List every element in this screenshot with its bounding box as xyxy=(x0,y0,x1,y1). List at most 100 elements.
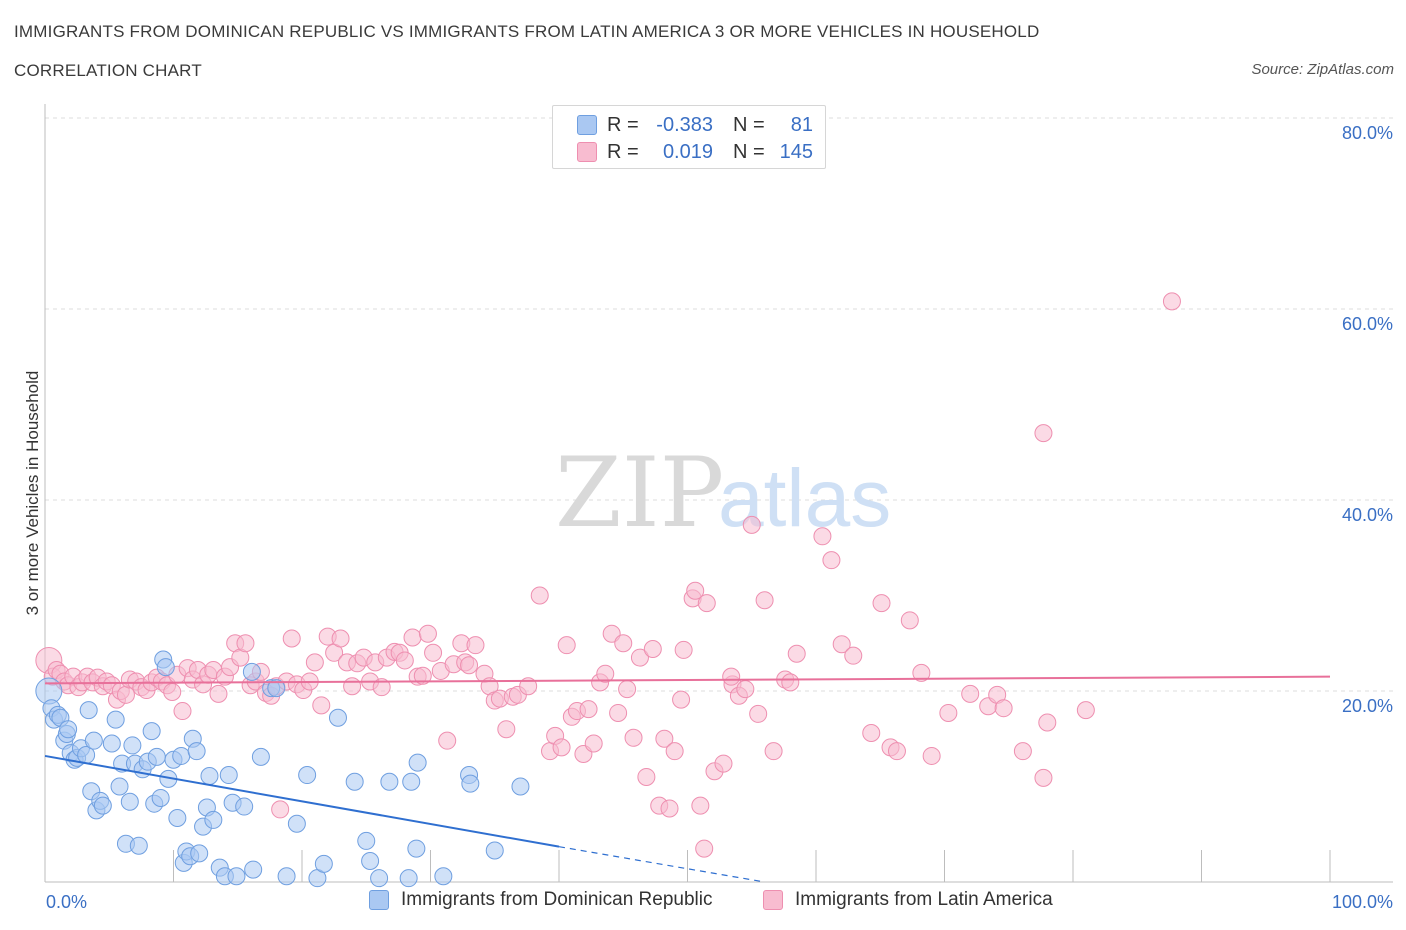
data-point xyxy=(282,629,301,648)
data-point xyxy=(120,792,139,811)
legend-swatch-pink xyxy=(577,142,597,162)
data-point xyxy=(370,869,389,888)
data-point xyxy=(236,634,255,653)
data-point xyxy=(93,796,112,815)
stats-legend: R = -0.383 N = 81 R = 0.019 N = 145 xyxy=(552,105,826,169)
x-tick-label: 0.0% xyxy=(46,892,87,912)
data-point xyxy=(287,814,306,833)
data-point xyxy=(900,611,919,630)
y-tick-label: 40.0% xyxy=(1342,505,1393,525)
data-point xyxy=(129,836,148,855)
legend-r-label: R = xyxy=(607,113,639,136)
series-latin-america xyxy=(35,292,1181,858)
data-point xyxy=(736,680,755,699)
data-point xyxy=(912,663,931,682)
data-point xyxy=(764,742,783,761)
data-point xyxy=(204,810,223,829)
data-point xyxy=(343,677,362,696)
data-point xyxy=(227,867,246,886)
data-point xyxy=(168,809,187,828)
data-point xyxy=(887,742,906,761)
data-point xyxy=(922,746,941,765)
bottom-legend-dominican: Immigrants from Dominican Republic xyxy=(369,889,713,911)
data-point xyxy=(749,704,768,723)
data-point xyxy=(102,734,121,753)
data-point xyxy=(665,742,684,761)
data-point xyxy=(209,684,228,703)
chart-title: IMMIGRANTS FROM DOMINICAN REPUBLIC VS IM… xyxy=(14,22,1040,41)
data-point xyxy=(424,643,443,662)
data-point xyxy=(461,774,480,793)
data-point xyxy=(609,703,628,722)
data-point xyxy=(994,699,1013,718)
data-point xyxy=(844,646,863,665)
data-point xyxy=(172,746,191,765)
data-point xyxy=(584,734,603,753)
data-point xyxy=(832,635,851,654)
data-point xyxy=(552,738,571,757)
data-point xyxy=(686,581,705,600)
data-point xyxy=(200,766,219,785)
legend-r-value: -0.383 xyxy=(656,113,713,136)
source-label: Source: ZipAtlas.com xyxy=(1251,61,1394,78)
data-point xyxy=(407,839,426,858)
watermark-atlas: atlas xyxy=(718,453,891,544)
data-point xyxy=(312,696,331,715)
data-point xyxy=(163,682,182,701)
data-point xyxy=(1013,742,1032,761)
trend-line xyxy=(44,675,1331,685)
data-point xyxy=(219,766,238,785)
data-point xyxy=(618,680,637,699)
data-point xyxy=(372,678,391,697)
data-point xyxy=(408,753,427,772)
data-point xyxy=(79,701,98,720)
data-point xyxy=(511,777,530,796)
data-point xyxy=(460,656,479,675)
data-point xyxy=(151,788,170,807)
y-tick-label: 80.0% xyxy=(1342,123,1393,143)
data-point xyxy=(1162,292,1181,311)
data-point xyxy=(84,731,103,750)
data-point xyxy=(1076,701,1095,720)
watermark-zip: ZIP xyxy=(555,437,724,549)
data-point xyxy=(267,679,286,698)
data-point xyxy=(251,747,270,766)
data-point xyxy=(147,747,166,766)
data-point xyxy=(59,720,78,739)
data-point xyxy=(674,640,693,659)
data-point xyxy=(672,690,691,709)
bottom-legend-swatch-blue xyxy=(369,890,389,910)
bottom-legend-latin-america: Immigrants from Latin America xyxy=(763,889,1053,911)
data-point xyxy=(123,736,142,755)
legend-swatch-blue xyxy=(577,115,597,135)
data-point xyxy=(697,594,716,613)
legend-n-value: 81 xyxy=(790,113,813,136)
data-point xyxy=(328,708,347,727)
data-point xyxy=(961,684,980,703)
data-point xyxy=(235,797,254,816)
data-point xyxy=(579,700,598,719)
data-point xyxy=(242,662,261,681)
legend-r-value: 0.019 xyxy=(662,140,713,163)
data-point xyxy=(781,673,800,692)
bottom-legend-swatch-pink xyxy=(763,890,783,910)
data-point xyxy=(722,667,741,686)
data-point xyxy=(402,772,421,791)
watermark: ZIP atlas xyxy=(555,437,891,549)
tick-labels: 20.0% 40.0% 60.0% 80.0% 0.0% 100.0% xyxy=(46,123,1393,912)
data-point xyxy=(660,799,679,818)
data-point xyxy=(298,766,317,785)
data-point xyxy=(357,831,376,850)
data-point xyxy=(519,677,538,696)
data-point xyxy=(331,629,350,648)
data-point xyxy=(872,594,891,613)
data-point xyxy=(277,867,296,886)
data-point xyxy=(1034,768,1053,787)
data-point xyxy=(438,731,457,750)
data-point xyxy=(637,767,656,786)
data-point xyxy=(187,742,206,761)
legend-n-label: N = xyxy=(733,113,765,136)
data-point xyxy=(314,854,333,873)
legend-n-value: 145 xyxy=(779,140,813,163)
data-point xyxy=(418,624,437,643)
